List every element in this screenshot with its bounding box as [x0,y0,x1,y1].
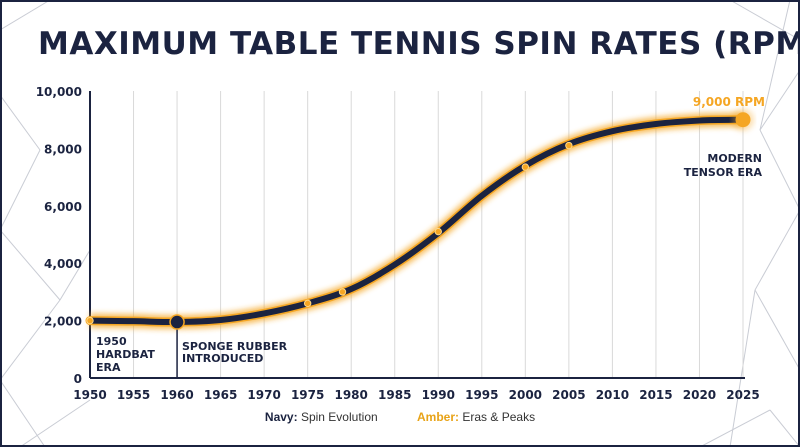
annotation-hardbat: HARDBAT [96,348,155,361]
x-tick-label: 2020 [683,388,716,402]
decoration-line [759,129,800,211]
legend-amber-text: Eras & Peaks [462,410,536,424]
x-tick-label: 1985 [378,388,411,402]
x-tick-label: 2025 [726,388,759,402]
x-tick-label: 1955 [117,388,150,402]
decoration-line [754,289,800,371]
annotation-tensor: TENSOR ERA [684,166,763,179]
y-tick-label: 6,000 [44,200,82,214]
annotation-peak: 9,000 RPM [693,95,765,109]
data-point [338,288,347,296]
x-tick-label: 1960 [160,388,193,402]
y-tick-label: 10,000 [36,85,82,99]
annotation-sponge: INTRODUCED [182,352,263,365]
decoration-line [0,299,61,381]
y-tick-label: 2,000 [44,315,82,329]
x-tick-label: 1975 [291,388,324,402]
x-tick-label: 1950 [73,388,106,402]
x-tick-label: 2015 [639,388,672,402]
chart-title: MAXIMUM TABLE TENNIS SPIN RATES (RPM) [38,26,800,62]
x-tick-label: 2005 [552,388,585,402]
x-tick-label: 2010 [596,388,629,402]
decoration-line [0,0,51,31]
data-point [565,141,573,150]
series-line-glow [89,112,744,330]
decoration-line [759,69,800,131]
data-point [303,299,312,308]
annotation-hardbat: 1950 [96,335,127,348]
x-tick-label: 1990 [422,388,455,402]
decoration-line [59,249,91,301]
x-tick-label: 1980 [334,388,367,402]
legend-navy-key: Navy: [264,410,298,424]
x-tick-label: 1970 [247,388,280,402]
annotation-hardbat: ERA [96,361,121,374]
decoration-line [769,409,800,447]
legend-amber-key: Amber: [417,410,460,424]
peak-marker [735,112,751,128]
series-line-outline [85,115,748,327]
data-point [86,316,94,325]
annotation-tensor: MODERN [707,152,762,165]
x-tick-label: 2000 [509,388,542,402]
data-point [434,227,442,236]
decoration-line [0,149,41,231]
decoration-line [699,409,771,447]
y-tick-label: 0 [74,372,82,386]
decoration-line [759,0,791,131]
legend-navy-text: Spin Evolution [300,410,378,424]
annotation-sponge: SPONGE RUBBER [182,340,288,353]
x-tick-label: 1965 [204,388,237,402]
x-tick-label: 1995 [465,388,498,402]
decoration-line [19,399,91,447]
sponge-marker [169,314,185,330]
legend: Navy: Spin Evolution Amber: Eras & Peaks [0,410,800,424]
series-line [87,116,746,326]
decoration-line [0,94,41,151]
y-tick-label: 4,000 [44,257,82,271]
data-point [521,163,530,171]
y-tick-label: 8,000 [44,142,82,156]
decoration-line [729,0,800,41]
decoration-line [754,209,800,291]
decoration-line [0,229,61,301]
